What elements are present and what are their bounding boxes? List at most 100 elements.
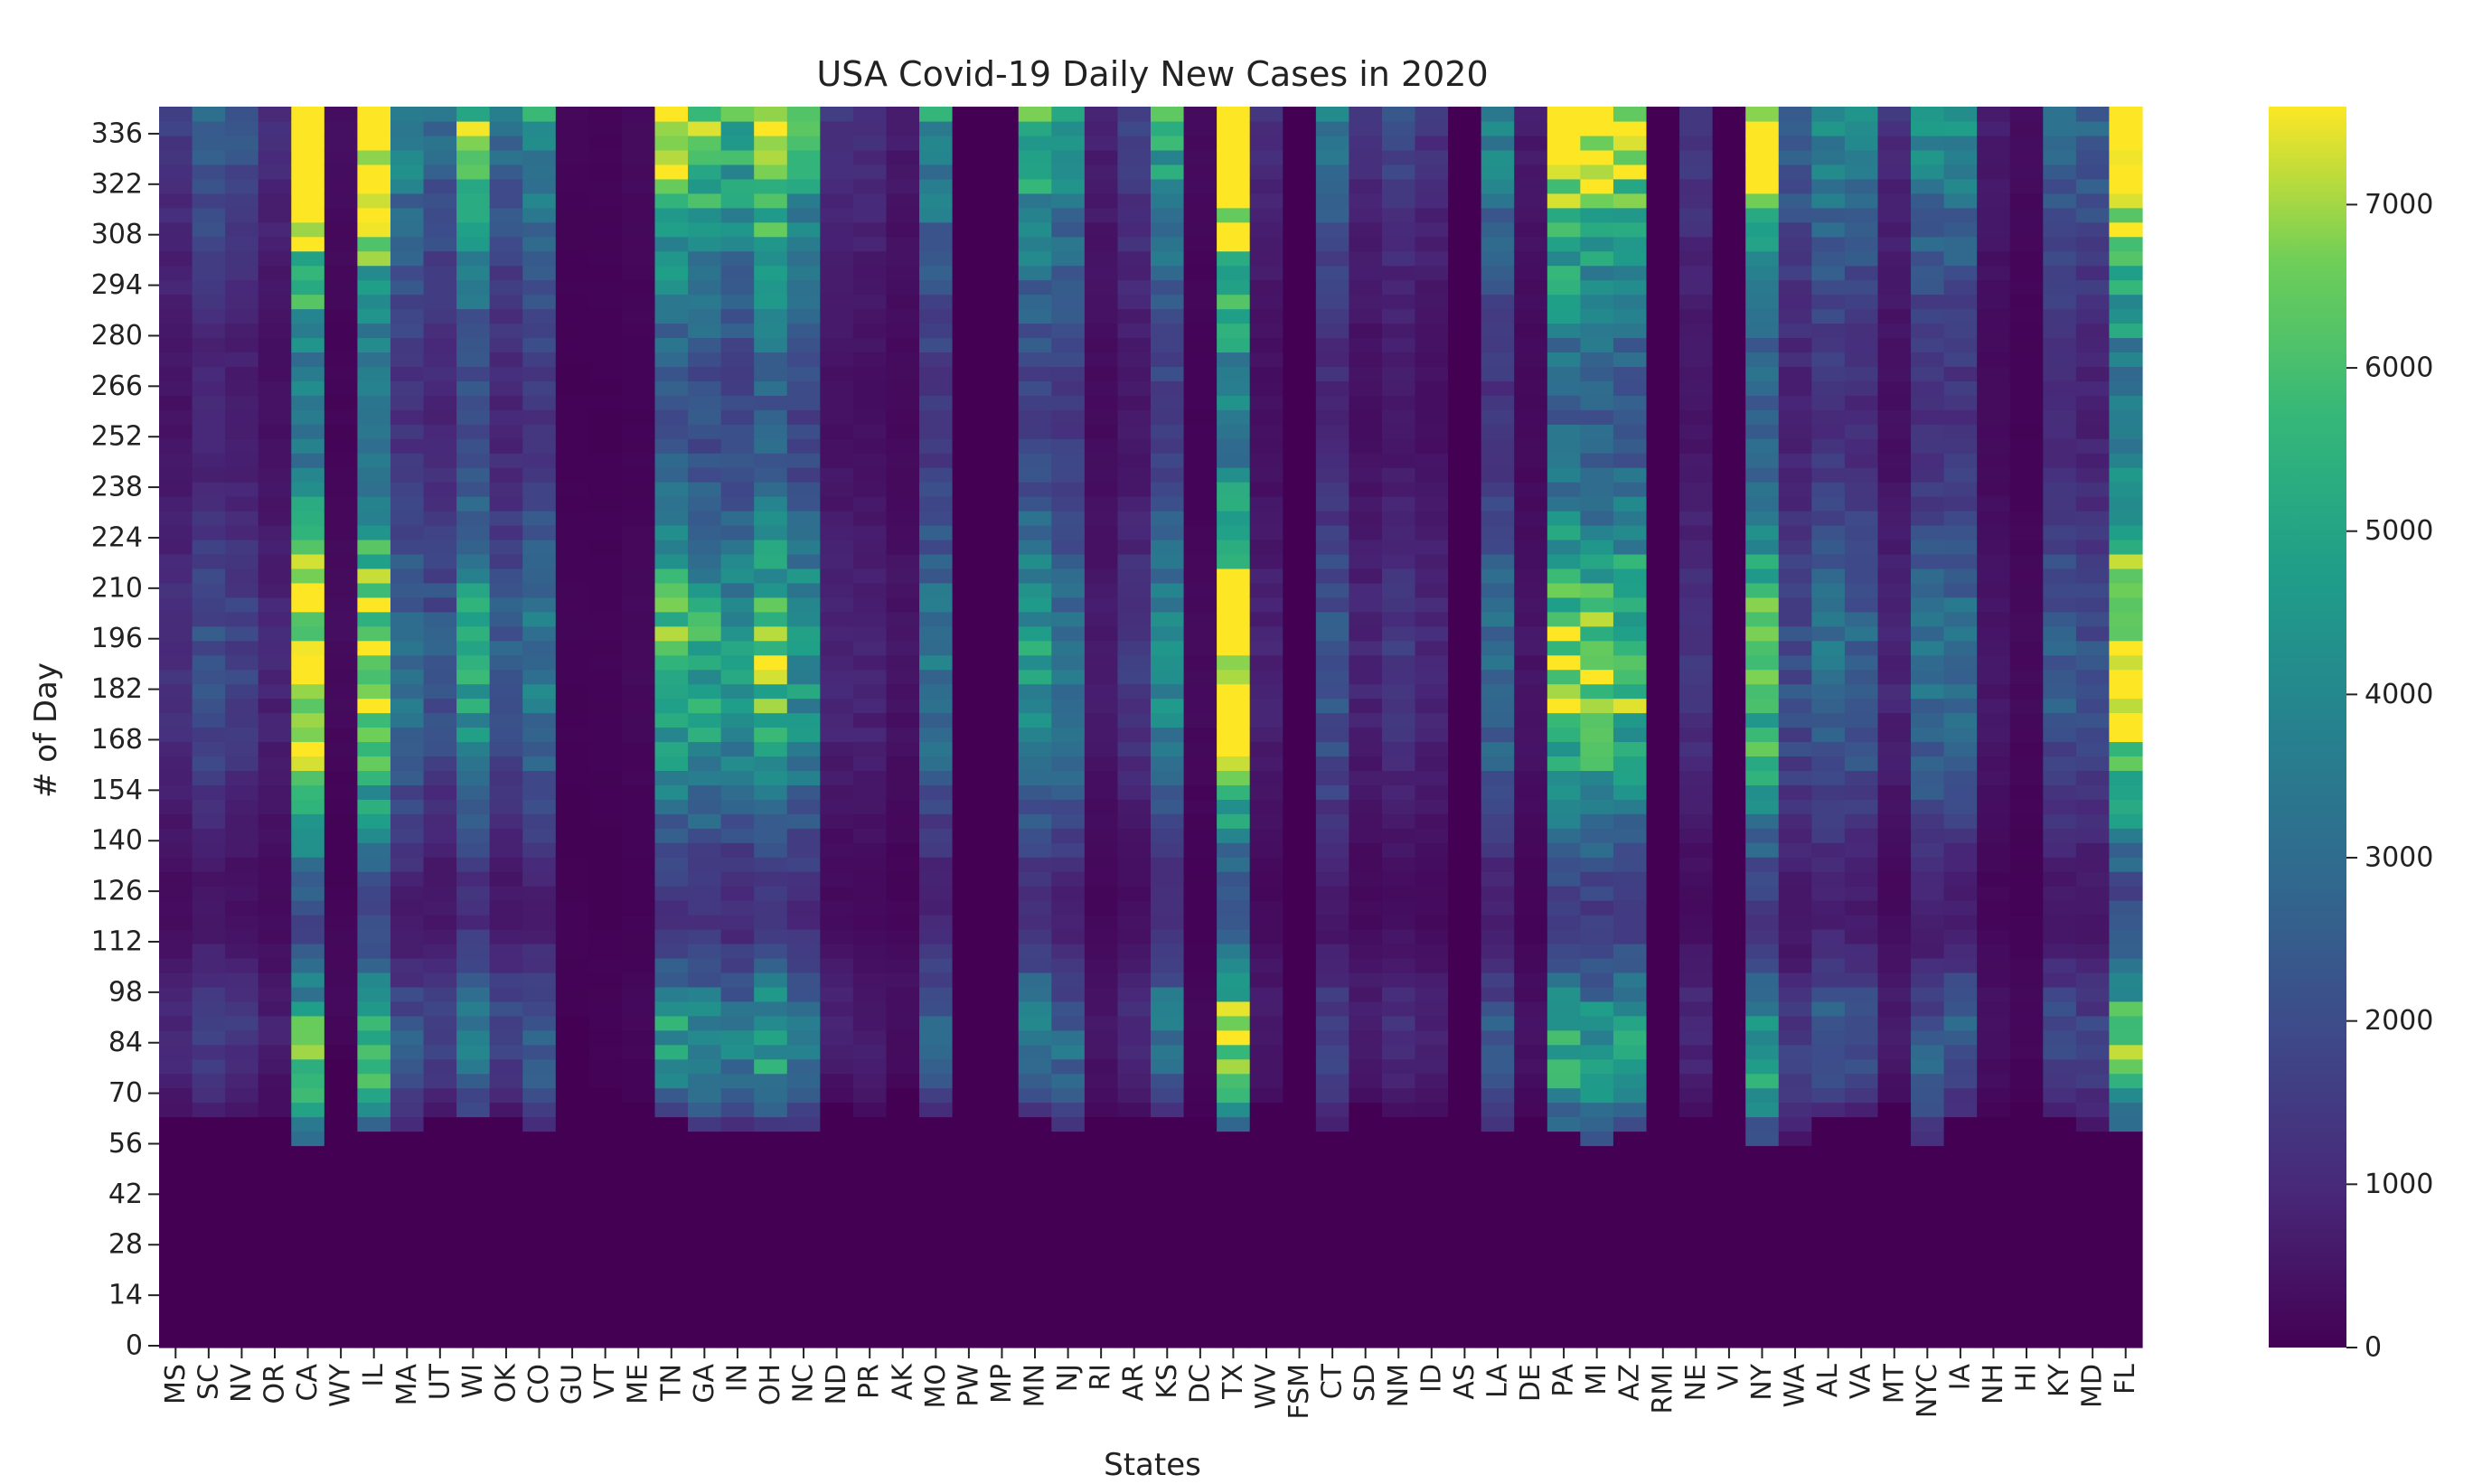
heatmap-cell xyxy=(1018,1290,1052,1305)
heatmap-cell xyxy=(324,900,358,916)
heatmap-cell xyxy=(192,943,226,959)
heatmap-cell xyxy=(588,799,623,814)
heatmap-cell xyxy=(886,207,920,223)
heatmap-cell xyxy=(688,611,722,627)
heatmap-cell xyxy=(1018,395,1052,410)
heatmap-cell xyxy=(159,1029,193,1046)
heatmap-cell xyxy=(1911,1145,1945,1161)
heatmap-cell xyxy=(522,842,557,858)
heatmap-cell xyxy=(324,1160,358,1176)
heatmap-cell xyxy=(919,482,954,497)
heatmap-cell xyxy=(654,886,689,901)
heatmap-cell xyxy=(1415,813,1449,829)
heatmap-cell xyxy=(621,1058,656,1075)
heatmap-cell xyxy=(357,1116,391,1132)
heatmap-cell xyxy=(489,828,523,843)
heatmap-cell xyxy=(1811,1319,1846,1334)
heatmap-cell xyxy=(1613,467,1648,483)
heatmap-cell xyxy=(423,640,457,656)
heatmap-cell xyxy=(192,221,226,238)
heatmap-cell xyxy=(159,366,193,381)
heatmap-cell xyxy=(621,712,656,728)
heatmap-cell xyxy=(1943,380,1978,396)
heatmap-cell xyxy=(886,236,920,252)
heatmap-cell xyxy=(1547,193,1581,209)
heatmap-cell xyxy=(1613,1145,1648,1161)
heatmap-cell xyxy=(1283,496,1317,512)
heatmap-cell xyxy=(786,207,821,223)
heatmap-cell xyxy=(357,929,391,944)
heatmap-cell xyxy=(1084,784,1119,800)
heatmap-cell xyxy=(291,539,325,555)
heatmap-cell xyxy=(754,207,788,223)
heatmap-cell xyxy=(1249,1015,1284,1031)
heatmap-cell xyxy=(1977,1188,2011,1204)
heatmap-cell xyxy=(1315,1261,1349,1276)
heatmap-cell xyxy=(1712,915,1746,930)
heatmap-cell xyxy=(1580,279,1614,296)
heatmap-cell xyxy=(1844,1290,1879,1305)
heatmap-cell xyxy=(522,857,557,872)
heatmap-cell xyxy=(357,828,391,843)
heatmap-cell xyxy=(1514,1160,1548,1176)
heatmap-cell xyxy=(754,496,788,512)
heatmap-cell xyxy=(522,784,557,800)
heatmap-cell xyxy=(1381,582,1416,598)
heatmap-cell xyxy=(1183,279,1218,296)
heatmap-cell xyxy=(291,1246,325,1262)
heatmap-cell xyxy=(1977,568,2011,584)
heatmap-cell xyxy=(1646,1174,1680,1189)
heatmap-cell xyxy=(820,915,854,930)
heatmap-cell xyxy=(1481,424,1515,439)
heatmap-cell xyxy=(1018,1304,1052,1320)
heatmap-cell xyxy=(2043,770,2077,785)
heatmap-cell xyxy=(1349,582,1383,598)
heatmap-cell xyxy=(357,453,391,468)
heatmap-cell xyxy=(1877,366,1912,381)
heatmap-cell xyxy=(1117,424,1152,439)
heatmap-cell xyxy=(1745,1044,1780,1060)
heatmap-cell xyxy=(1911,813,1945,829)
heatmap-cell xyxy=(489,323,523,339)
heatmap-cell xyxy=(1977,178,2011,194)
heatmap-cell xyxy=(159,871,193,887)
heatmap-cell xyxy=(852,698,888,714)
heatmap-cell xyxy=(1547,741,1581,757)
heatmap-cell xyxy=(1911,799,1945,814)
heatmap-cell xyxy=(1217,784,1251,800)
heatmap-cell xyxy=(1977,1319,2011,1334)
heatmap-cell xyxy=(192,1145,226,1161)
heatmap-cell xyxy=(1415,625,1449,642)
heatmap-cell xyxy=(952,712,986,728)
heatmap-cell xyxy=(1977,972,2011,988)
heatmap-cell xyxy=(324,929,358,944)
heatmap-cell xyxy=(1249,279,1284,296)
heatmap-cell xyxy=(1778,1116,1812,1132)
heatmap-cell xyxy=(1051,784,1086,800)
heatmap-cell xyxy=(688,553,722,569)
heatmap-cell xyxy=(1712,1232,1746,1247)
heatmap-cell xyxy=(1117,1246,1152,1262)
heatmap-cell xyxy=(1712,669,1746,685)
heatmap-cell xyxy=(357,221,391,238)
heatmap-cell xyxy=(489,654,523,671)
heatmap-cell xyxy=(688,366,722,381)
heatmap-cell xyxy=(1151,929,1185,944)
heatmap-cell xyxy=(588,265,623,281)
heatmap-cell xyxy=(324,496,358,512)
heatmap-cell xyxy=(919,539,954,555)
heatmap-cell xyxy=(1811,857,1846,872)
heatmap-cell xyxy=(1547,164,1581,180)
heatmap-cell xyxy=(886,539,920,555)
heatmap-cell xyxy=(1745,943,1780,959)
heatmap-cell xyxy=(324,453,358,468)
heatmap-cell xyxy=(1183,712,1218,728)
heatmap-cell xyxy=(588,539,623,555)
heatmap-cell xyxy=(159,409,193,425)
heatmap-cell xyxy=(1547,207,1581,223)
heatmap-cell xyxy=(1051,929,1086,944)
heatmap-cell xyxy=(720,395,755,410)
heatmap-cell xyxy=(192,453,226,468)
heatmap-cell xyxy=(1415,1116,1449,1132)
heatmap-cell xyxy=(1943,323,1978,339)
